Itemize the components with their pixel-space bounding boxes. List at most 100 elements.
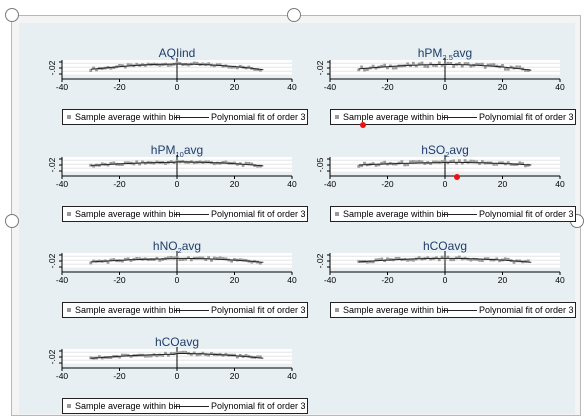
bin-average-point — [198, 256, 202, 260]
bin-average-point — [129, 355, 133, 358]
bin-average-point — [455, 256, 458, 260]
bin-average-point — [244, 161, 248, 165]
bin-average-point — [204, 258, 208, 262]
bin-average-point — [406, 163, 410, 167]
y-tick-label: -.05 — [315, 157, 325, 172]
x-tick-label: 40 — [555, 82, 565, 92]
x-tick-label: 20 — [498, 82, 508, 92]
bin-average-point — [126, 63, 130, 67]
bin-average-point — [92, 164, 96, 168]
bin-average-point — [365, 260, 369, 264]
bin-average-point — [437, 61, 441, 65]
x-tick-label: 40 — [555, 275, 565, 285]
x-tick-label: 0 — [175, 371, 180, 381]
x-tick-label: -40 — [56, 371, 69, 381]
fit-line-swatch — [175, 214, 209, 215]
bin-average-point — [235, 355, 239, 359]
bin-average-point — [429, 257, 433, 261]
bin-average-point — [112, 258, 116, 261]
bin-average-point — [192, 351, 196, 355]
bin-average-point — [175, 255, 179, 259]
polynomial-fit-line — [358, 161, 446, 166]
bin-average-point — [161, 353, 165, 357]
bin-average-point — [526, 69, 530, 72]
resize-handle-top-center[interactable] — [287, 8, 301, 22]
bin-average-point — [120, 259, 124, 263]
bin-average-point — [432, 63, 435, 67]
bin-average-point — [189, 353, 193, 356]
x-tick-label: -20 — [113, 371, 126, 381]
bin-average-point — [521, 162, 525, 165]
bin-average-point — [164, 351, 167, 355]
panel-title: hSO2avg — [421, 143, 469, 159]
bin-average-point — [380, 257, 384, 261]
x-tick-label: 20 — [230, 371, 240, 381]
bin-average-point — [250, 260, 254, 264]
bin-average-point — [146, 354, 150, 358]
bin-average-point — [457, 61, 461, 65]
bin-average-point — [469, 64, 473, 68]
resize-handle-middle-left[interactable] — [5, 214, 19, 228]
bin-average-point — [365, 68, 369, 71]
bin-average-point — [360, 65, 364, 69]
bin-average-point — [506, 67, 510, 71]
resize-handle-top-left[interactable] — [5, 8, 19, 22]
legend-fit-label: Polynomial fit of order 3 — [211, 209, 306, 219]
bin-average-point — [204, 353, 208, 357]
bin-average-point — [512, 163, 516, 167]
rd-plot: hNO2avg -.02 -40 -20 0 20 40 — [47, 239, 297, 285]
bin-average-point — [195, 353, 199, 357]
bin-average-point — [414, 160, 418, 164]
bin-average-point — [403, 163, 407, 167]
bin-average-point — [187, 256, 190, 260]
x-tick-label: -20 — [381, 275, 394, 285]
bin-average-point — [423, 162, 427, 165]
x-tick-label: -40 — [56, 82, 69, 92]
x-tick-label: 20 — [230, 275, 240, 285]
bin-average-point — [386, 257, 389, 261]
bin-average-point — [178, 62, 182, 65]
legend: Sample average within bin Polynomial fit … — [330, 206, 576, 222]
bin-average-point — [201, 351, 205, 355]
legend-fit-label: Polynomial fit of order 3 — [211, 112, 306, 122]
bin-average-point — [478, 62, 481, 66]
bin-average-point — [414, 64, 418, 68]
x-tick-label: 0 — [443, 82, 448, 92]
rd-plot: hCOavg -.02 -40 -20 0 20 40 — [315, 239, 565, 285]
bin-average-point — [100, 162, 104, 166]
bin-average-point — [241, 258, 245, 262]
rd-plot: hCOavg -.02 -40 -20 0 20 40 — [47, 335, 297, 381]
bin-average-point — [409, 258, 412, 262]
bin-average-point — [492, 163, 496, 166]
legend-fit-label: Polynomial fit of order 3 — [211, 401, 306, 411]
bin-average-point — [406, 258, 410, 262]
bin-average-point — [394, 257, 398, 260]
bin-average-point — [446, 255, 450, 259]
bin-average-point — [207, 353, 211, 357]
legend: Sample average within bin Polynomial fit … — [62, 302, 308, 318]
bin-average-point — [515, 65, 519, 69]
polynomial-fit-line — [90, 257, 178, 263]
bin-average-point — [192, 61, 196, 65]
bin-average-point — [512, 260, 516, 264]
bin-average-point — [509, 65, 513, 69]
y-tick-label: -.02 — [47, 60, 57, 75]
bin-average-point — [152, 161, 156, 165]
bin-average-point — [238, 353, 242, 357]
bin-average-point — [210, 352, 213, 355]
sample-marker-swatch — [335, 308, 339, 312]
bin-average-point — [400, 160, 404, 164]
bin-average-point — [164, 162, 167, 165]
bin-average-point — [126, 257, 130, 261]
bin-average-point — [221, 257, 225, 260]
rd-panel: hPM10avg -.02 -40 -20 0 20 40 Sample average wi… — [47, 143, 308, 225]
panel-title: AQIind — [159, 46, 196, 60]
x-tick-label: 0 — [443, 179, 448, 189]
bin-average-point — [135, 62, 139, 66]
bin-average-point — [501, 64, 504, 67]
bin-average-point — [446, 61, 450, 65]
panel-title: hNO2avg — [153, 239, 201, 255]
bin-average-point — [489, 63, 493, 67]
bin-average-point — [244, 354, 248, 357]
bin-average-point — [143, 354, 147, 358]
